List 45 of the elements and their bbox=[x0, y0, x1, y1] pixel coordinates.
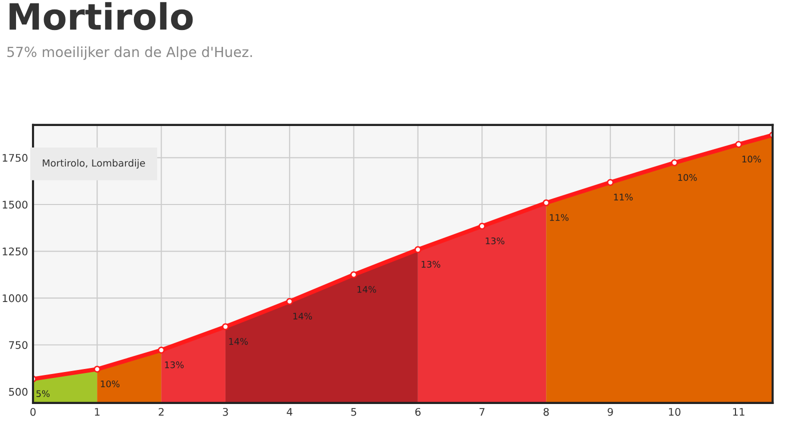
x-tick-label: 2 bbox=[158, 408, 164, 416]
x-tick-label: 6 bbox=[415, 408, 421, 416]
annotation: 13% bbox=[486, 237, 504, 244]
x-tick-label: 11 bbox=[733, 408, 744, 416]
annotation: 14% bbox=[293, 312, 312, 320]
x-tick-label: 9 bbox=[608, 408, 613, 416]
point bbox=[606, 178, 614, 186]
x-tick-label: 10 bbox=[669, 408, 680, 416]
point bbox=[414, 246, 422, 254]
point bbox=[222, 323, 229, 330]
x-tick-label: 0 bbox=[30, 408, 36, 416]
y-tick-label: 1250 bbox=[2, 248, 28, 256]
point bbox=[158, 346, 165, 354]
point bbox=[94, 366, 101, 373]
y-tick-label: 500 bbox=[9, 388, 28, 396]
chart-subtitle: 57% moeilijker dan de Alpe d'Huez. bbox=[7, 46, 252, 60]
point bbox=[542, 199, 550, 206]
annotation: 14% bbox=[358, 286, 376, 293]
y-tick-label: 1000 bbox=[2, 294, 28, 302]
x-tick-label: 8 bbox=[544, 408, 549, 416]
annotation: 13% bbox=[422, 260, 440, 268]
annotation: 10% bbox=[678, 174, 697, 181]
point bbox=[478, 222, 486, 230]
point bbox=[735, 140, 742, 148]
point bbox=[286, 298, 294, 305]
x-tick-label: 5 bbox=[351, 408, 356, 416]
annotation: 5% bbox=[36, 390, 50, 398]
chart-title: Mortirolo bbox=[10, 2, 193, 30]
y-tick-label: 750 bbox=[9, 341, 28, 349]
x-tick-label: 3 bbox=[222, 408, 228, 416]
y-tick-label: 1500 bbox=[2, 200, 28, 209]
annotation: 13% bbox=[165, 361, 184, 368]
line-series bbox=[33, 132, 773, 382]
x-tick-label: 1 bbox=[94, 408, 100, 416]
annotation: 11% bbox=[614, 194, 633, 201]
x-tick-label: 7 bbox=[480, 408, 484, 416]
annotation: 14% bbox=[229, 338, 248, 345]
annotation: 11% bbox=[550, 214, 569, 221]
x-tick-label: 4 bbox=[286, 408, 292, 416]
y-tick-label: 1750 bbox=[2, 154, 28, 162]
annotation: 10% bbox=[742, 156, 761, 163]
annotation: 10% bbox=[100, 380, 120, 388]
point bbox=[671, 159, 678, 166]
point bbox=[350, 271, 358, 278]
annotation: Mortirolo, Lombardije bbox=[42, 159, 145, 169]
